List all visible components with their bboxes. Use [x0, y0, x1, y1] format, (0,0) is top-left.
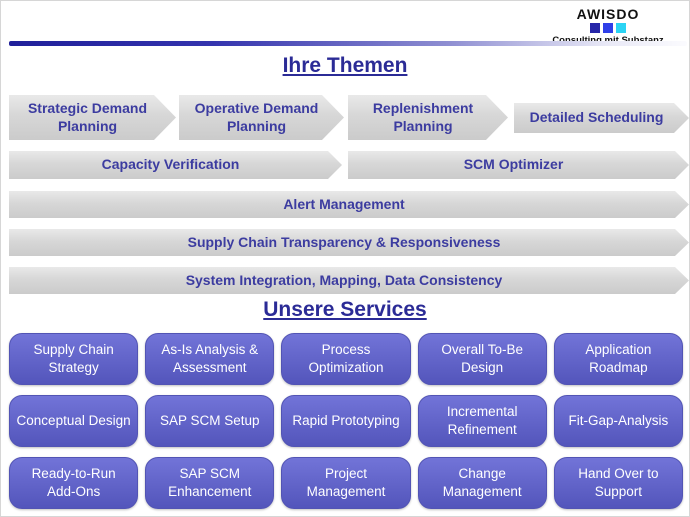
service-process-optimization: Process Optimization	[281, 333, 411, 385]
logo-square-darkblue-icon	[590, 23, 600, 33]
section-title-services: Unsere Services	[1, 298, 689, 322]
logo-square-blue-icon	[603, 23, 613, 33]
company-logo: AWISDO Consulting mit Substanz	[543, 6, 673, 46]
section-title-services-text: Unsere Services	[263, 298, 427, 321]
service-overall-to-be-design: Overall To-Be Design	[417, 333, 547, 385]
logo-text: AWISDO	[576, 6, 640, 22]
arrow-label: Capacity Verification	[101, 156, 240, 173]
service-fit-gap-analysis: Fit-Gap-Analysis	[553, 395, 683, 447]
arrow-label: Replenishment Planning	[372, 100, 474, 134]
arrow-label: System Integration, Mapping, Data Consis…	[185, 271, 503, 288]
service-supply-chain-strategy: Supply Chain Strategy	[9, 333, 139, 385]
section-title-themen-text: Ihre Themen	[282, 54, 408, 77]
arrow-supply-chain-transparency: Supply Chain Transparency & Responsivene…	[9, 229, 689, 256]
arrow-label: Alert Management	[283, 195, 405, 212]
arrow-alert-management: Alert Management	[9, 191, 689, 218]
arrow-label: SCM Optimizer	[463, 156, 564, 173]
service-incremental-refinement: Incremental Refinement	[417, 395, 547, 447]
arrow-system-integration: System Integration, Mapping, Data Consis…	[9, 267, 689, 294]
service-ready-to-run-add-ons: Ready-to-Run Add-Ons	[9, 457, 139, 509]
service-rapid-prototyping: Rapid Prototyping	[281, 395, 411, 447]
logo-squares-icon	[543, 23, 673, 33]
arrow-detailed-scheduling: Detailed Scheduling	[514, 103, 689, 133]
service-change-management: Change Management	[417, 457, 547, 509]
service-as-is-analysis-assessment: As-Is Analysis & Assessment	[145, 333, 275, 385]
logo-square-cyan-icon	[616, 23, 626, 33]
arrow-label: Supply Chain Transparency & Responsivene…	[187, 233, 501, 250]
arrow-label: Operative Demand Planning	[194, 100, 319, 134]
arrow-label: Detailed Scheduling	[529, 109, 664, 126]
section-title-themen: Ihre Themen	[1, 54, 689, 78]
services-grid: Supply Chain Strategy As-Is Analysis & A…	[9, 333, 683, 509]
arrow-operative-demand-planning: Operative Demand Planning	[179, 95, 344, 140]
arrow-label: Strategic Demand Planning	[27, 100, 148, 134]
service-hand-over-to-support: Hand Over to Support	[553, 457, 683, 509]
arrow-strategic-demand-planning: Strategic Demand Planning	[9, 95, 176, 140]
service-sap-scm-setup: SAP SCM Setup	[145, 395, 275, 447]
arrow-capacity-verification: Capacity Verification	[9, 151, 342, 179]
arrow-replenishment-planning: Replenishment Planning	[348, 95, 508, 140]
header-divider	[9, 41, 687, 46]
arrow-scm-optimizer: SCM Optimizer	[348, 151, 689, 179]
service-sap-scm-enhancement: SAP SCM Enhancement	[145, 457, 275, 509]
service-project-management: Project Management	[281, 457, 411, 509]
service-application-roadmap: Application Roadmap	[553, 333, 683, 385]
service-conceptual-design: Conceptual Design	[9, 395, 139, 447]
logo-tagline: Consulting mit Substanz	[543, 35, 673, 46]
